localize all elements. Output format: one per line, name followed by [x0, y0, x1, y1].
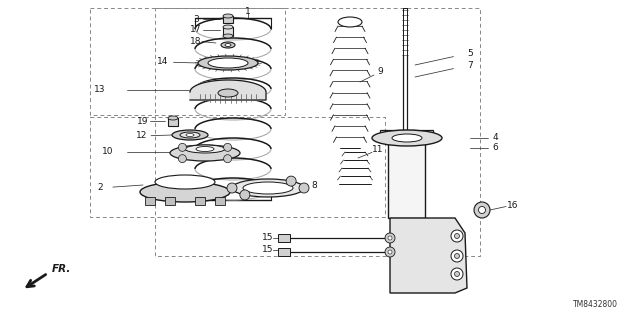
Ellipse shape — [172, 130, 208, 140]
Ellipse shape — [372, 130, 442, 146]
Text: 15: 15 — [262, 234, 274, 242]
Ellipse shape — [223, 14, 233, 18]
Circle shape — [454, 234, 460, 239]
Text: 18: 18 — [190, 36, 202, 46]
Ellipse shape — [155, 175, 215, 189]
Text: 10: 10 — [102, 147, 114, 157]
Ellipse shape — [243, 182, 293, 194]
Circle shape — [223, 155, 232, 163]
Ellipse shape — [223, 25, 233, 29]
Bar — [195, 197, 205, 205]
Ellipse shape — [392, 134, 422, 142]
Text: 15: 15 — [262, 246, 274, 255]
Circle shape — [223, 143, 232, 151]
Text: 9: 9 — [377, 68, 383, 77]
Circle shape — [388, 250, 392, 254]
Bar — [223, 27, 233, 36]
Text: 17: 17 — [190, 26, 202, 34]
Text: 14: 14 — [157, 57, 169, 66]
Bar — [388, 140, 425, 218]
Ellipse shape — [186, 133, 194, 137]
Text: 5: 5 — [467, 48, 473, 57]
Circle shape — [385, 247, 395, 257]
Text: 6: 6 — [492, 144, 498, 152]
Polygon shape — [190, 80, 266, 100]
Circle shape — [299, 183, 309, 193]
Bar — [155, 8, 480, 256]
Text: 8: 8 — [311, 181, 317, 189]
Text: 3: 3 — [193, 14, 199, 24]
Bar — [165, 197, 175, 205]
Ellipse shape — [225, 43, 231, 47]
Circle shape — [454, 271, 460, 277]
Circle shape — [451, 268, 463, 280]
Bar — [215, 197, 225, 205]
Bar — [278, 248, 290, 256]
Circle shape — [179, 143, 186, 151]
Circle shape — [240, 190, 250, 200]
Circle shape — [474, 202, 490, 218]
Circle shape — [286, 176, 296, 186]
Circle shape — [479, 206, 486, 213]
Ellipse shape — [140, 182, 230, 202]
Text: 2: 2 — [97, 183, 103, 192]
Bar — [145, 197, 155, 205]
Circle shape — [385, 233, 395, 243]
Bar — [380, 130, 433, 140]
Text: 7: 7 — [467, 61, 473, 70]
Bar — [90, 8, 285, 115]
Ellipse shape — [232, 179, 304, 197]
Ellipse shape — [221, 42, 235, 48]
Ellipse shape — [223, 34, 233, 38]
Ellipse shape — [208, 58, 248, 68]
Bar — [278, 234, 290, 242]
Text: 12: 12 — [136, 131, 148, 140]
Ellipse shape — [218, 89, 238, 97]
Text: 13: 13 — [94, 85, 106, 94]
Bar — [400, 210, 410, 220]
Bar — [168, 118, 178, 126]
Circle shape — [451, 230, 463, 242]
Circle shape — [179, 155, 186, 163]
Text: 1: 1 — [245, 6, 251, 16]
Polygon shape — [390, 218, 467, 293]
Ellipse shape — [185, 145, 225, 153]
Bar — [90, 117, 385, 217]
Circle shape — [388, 236, 392, 240]
Text: FR.: FR. — [52, 264, 72, 274]
Ellipse shape — [196, 146, 214, 152]
Text: 4: 4 — [492, 133, 498, 143]
Ellipse shape — [338, 17, 362, 27]
Text: 16: 16 — [508, 201, 519, 210]
Text: TM8432800: TM8432800 — [573, 300, 618, 309]
Ellipse shape — [198, 56, 258, 70]
Ellipse shape — [168, 116, 178, 120]
Text: 11: 11 — [372, 145, 384, 154]
Bar — [223, 16, 233, 23]
Ellipse shape — [170, 145, 240, 161]
Ellipse shape — [180, 132, 200, 138]
Circle shape — [227, 183, 237, 193]
Circle shape — [451, 250, 463, 262]
Text: 19: 19 — [137, 116, 148, 125]
Circle shape — [454, 254, 460, 258]
